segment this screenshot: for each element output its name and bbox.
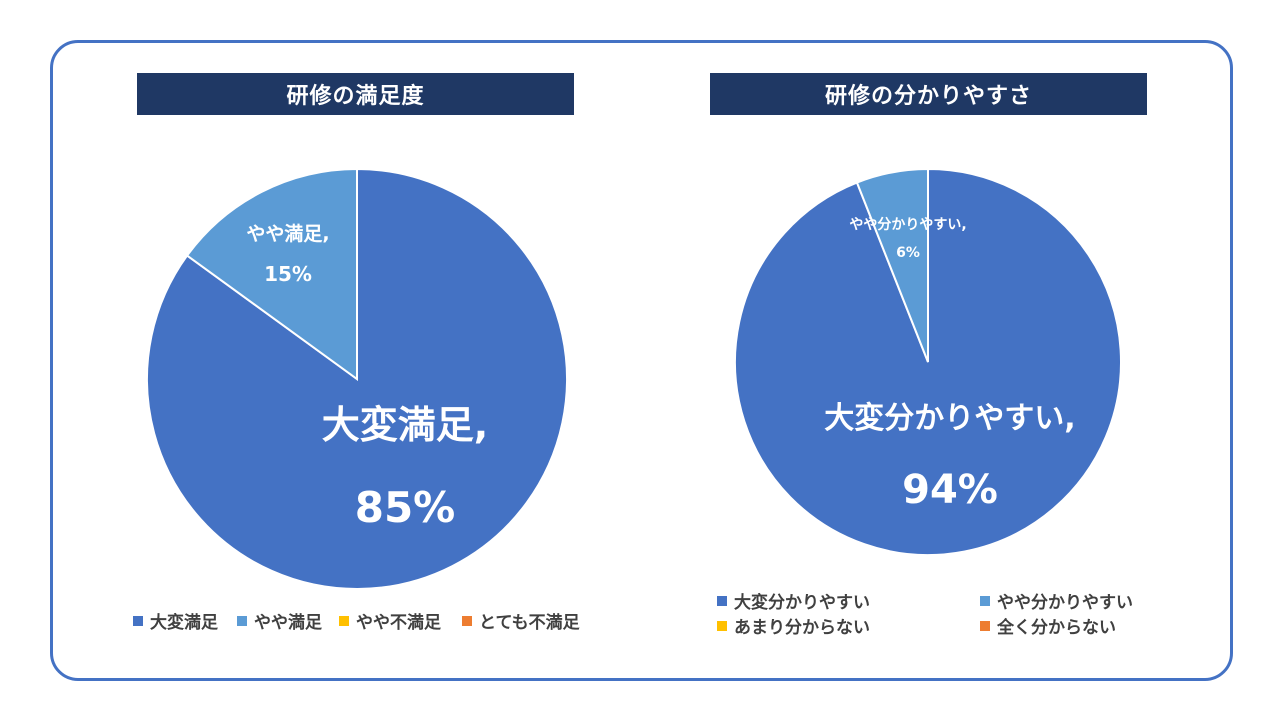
legend-label: 大変分かりやすい bbox=[734, 593, 870, 613]
legend-swatch bbox=[237, 615, 247, 626]
slice-label-value: 85% bbox=[355, 483, 456, 532]
legend-swatch bbox=[717, 595, 727, 606]
legend-label: 大変満足 bbox=[150, 613, 218, 633]
slice-label-name: やや分かりやすい, bbox=[849, 217, 966, 233]
legend-item: やや分かりやすい bbox=[980, 588, 1133, 613]
slice-label-value: 6% bbox=[896, 245, 920, 261]
legend-item: とても不満足 bbox=[462, 608, 580, 633]
pie-slice-1-1 bbox=[855, 167, 929, 363]
legend-item: 大変満足 bbox=[133, 608, 218, 633]
legend-item: やや満足 bbox=[237, 608, 322, 633]
legend-label: やや満足 bbox=[254, 613, 322, 633]
legend-swatch bbox=[462, 615, 472, 626]
chart-title-understandability: 研修の分かりやすさ bbox=[710, 73, 1147, 115]
legend-item: やや不満足 bbox=[339, 608, 441, 633]
legend-swatch bbox=[717, 620, 727, 631]
legend-label: あまり分からない bbox=[734, 618, 870, 638]
slice-label-value: 94% bbox=[902, 467, 998, 513]
legend-item: 全く分からない bbox=[980, 613, 1116, 638]
legend-label: やや分かりやすい bbox=[997, 593, 1133, 613]
legend-swatch bbox=[980, 595, 990, 606]
chart-title-satisfaction: 研修の満足度 bbox=[137, 73, 574, 115]
legend-swatch bbox=[339, 615, 349, 626]
pie-slice-0-1 bbox=[185, 167, 358, 381]
legend-label: 全く分からない bbox=[997, 618, 1116, 638]
legend-item: 大変分かりやすい bbox=[717, 588, 870, 613]
slice-label-value: 15% bbox=[264, 262, 312, 286]
legend-swatch bbox=[133, 615, 143, 626]
slice-label-name: 大変分かりやすい, bbox=[824, 401, 1075, 436]
slice-label-name: 大変満足, bbox=[322, 403, 488, 447]
legend-swatch bbox=[980, 620, 990, 631]
slice-label-name: やや満足, bbox=[246, 223, 329, 245]
legend-item: あまり分からない bbox=[717, 613, 870, 638]
legend-label: やや不満足 bbox=[356, 613, 441, 633]
content-frame bbox=[50, 40, 1233, 681]
legend-label: とても不満足 bbox=[479, 613, 580, 633]
